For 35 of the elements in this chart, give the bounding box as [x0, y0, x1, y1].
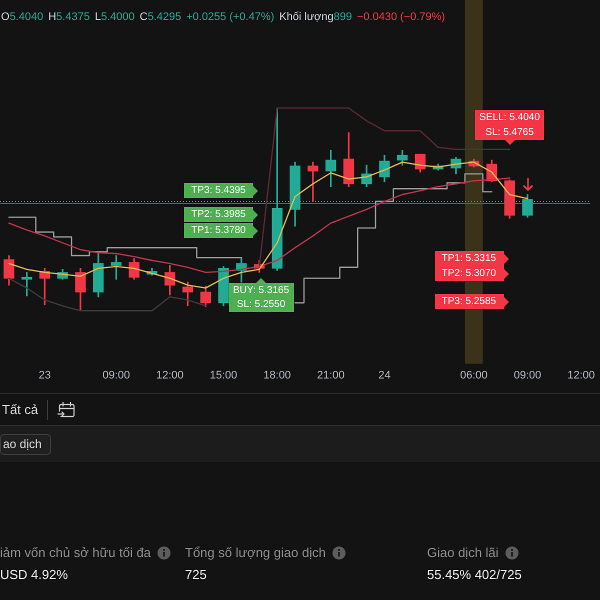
text: L5.4000 [94, 11, 135, 23]
text: +0.0255 (+0.47%) [186, 11, 274, 23]
annotation: BUY: 5.3165 [232, 285, 290, 296]
annotation: SL: 5.4765 [485, 127, 534, 138]
x-tick-label: 15:00 [210, 369, 238, 382]
text: C5.4295 [140, 11, 182, 23]
annotation: SELL: 5.4040 [479, 112, 540, 123]
annotation: TP2: 5.3070 [442, 268, 496, 279]
annotation: TP1: 5.3780 [191, 225, 246, 236]
x-tick-label: 12:00 [567, 369, 595, 382]
text: Tất cả [2, 402, 38, 418]
x-tick-label: 09:00 [102, 369, 130, 382]
text: −0.0430 (−0.79%) [357, 11, 446, 23]
text: iảm vốn chủ sở hữu tối đa [0, 545, 151, 561]
text: Khối lượng899 [279, 11, 352, 23]
text: Tổng số lượng giao dịch [185, 545, 326, 561]
x-tick-label: 06:00 [460, 369, 488, 382]
x-tick-label: 21:00 [317, 369, 345, 382]
tab-button: ao dịch [0, 434, 51, 455]
annotation: TP3: 5.2585 [442, 296, 496, 307]
x-tick-label: 23 [38, 369, 51, 382]
text: O5.4040 [1, 11, 44, 23]
annotation: TP3: 5.4395 [191, 185, 246, 196]
x-tick-label: 09:00 [514, 369, 542, 382]
text: USD 4.92% [0, 567, 68, 583]
text: H5.4375 [48, 11, 90, 23]
x-tick-label: 18:00 [263, 369, 291, 382]
text: 725 [185, 567, 207, 583]
annotation: SL: 5.2550 [236, 299, 286, 310]
x-tick-label: 12:00 [156, 369, 184, 382]
annotation: TP2: 5.3985 [191, 209, 246, 220]
text: 55.45% 402/725 [427, 567, 522, 583]
x-tick-label: 24 [378, 369, 391, 382]
annotation: TP1: 5.3315 [442, 253, 496, 264]
text: Giao dịch lãi [427, 545, 499, 561]
